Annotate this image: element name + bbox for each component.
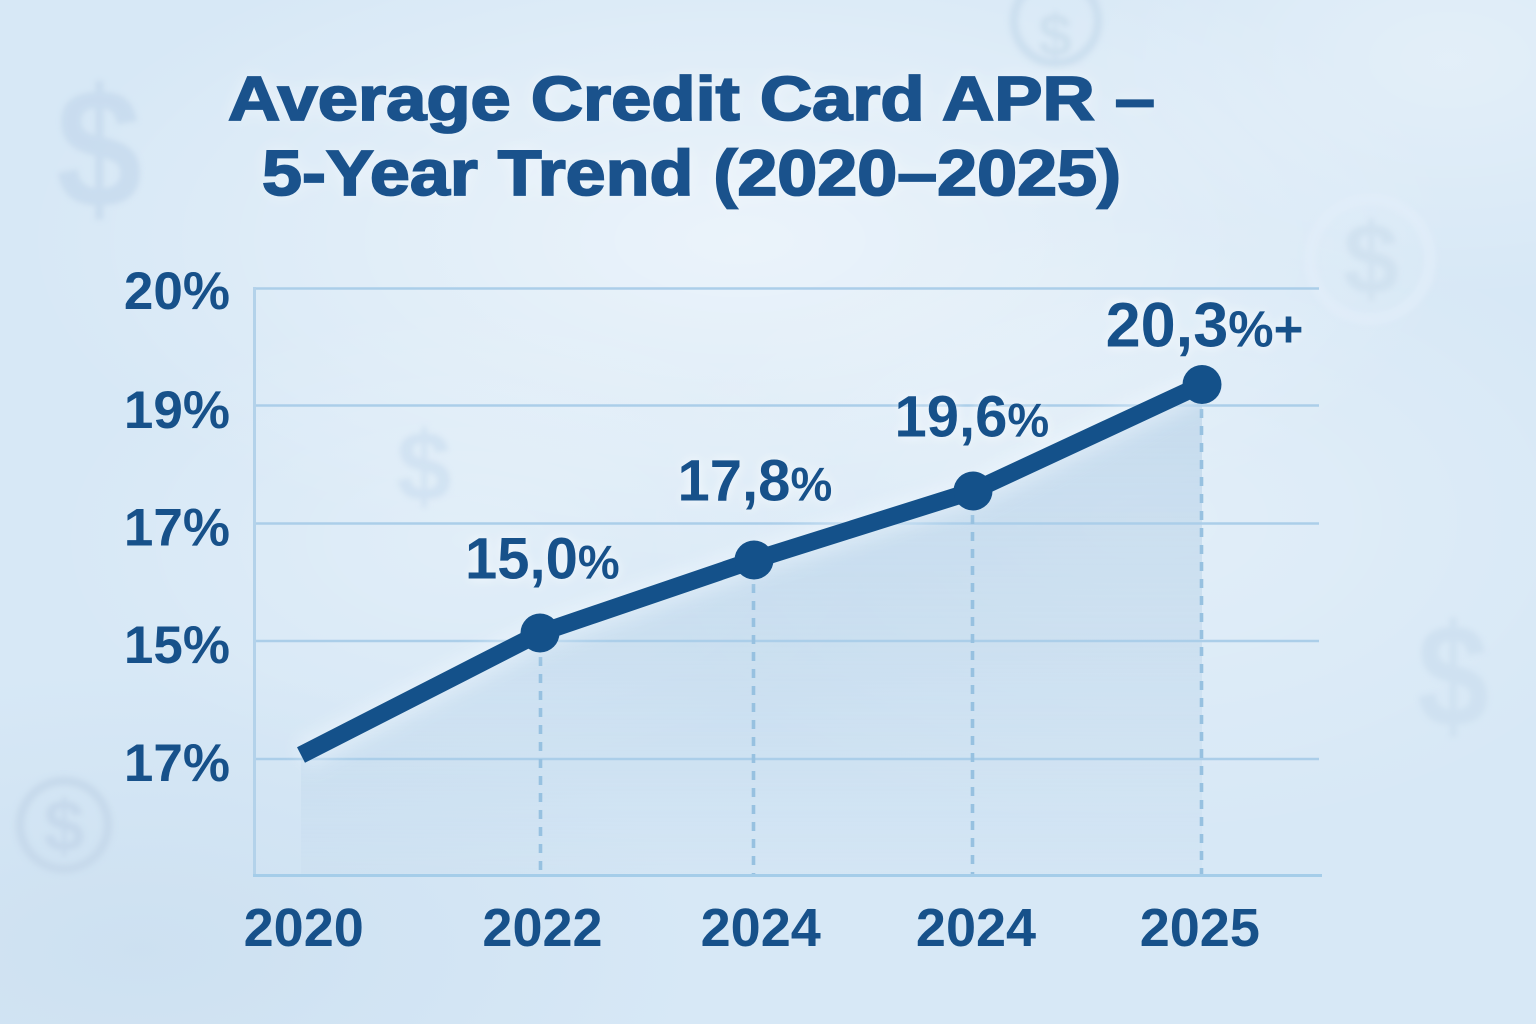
- svg-text:$: $: [1038, 2, 1071, 69]
- svg-text:5-Year Trend (2020–2025): 5-Year Trend (2020–2025): [262, 137, 1121, 209]
- svg-text:19,6%: 19,6%: [894, 385, 1049, 450]
- svg-text:20,3%+: 20,3%+: [1106, 290, 1304, 360]
- svg-text:2020: 2020: [244, 898, 364, 958]
- svg-text:20%: 20%: [124, 262, 230, 321]
- svg-text:Average Credit Card APR –: Average Credit Card APR –: [228, 65, 1155, 134]
- svg-text:$: $: [56, 54, 142, 243]
- svg-text:Average Credit Card APR –: Average Credit Card APR –: [228, 65, 1155, 134]
- svg-text:17,8%: 17,8%: [678, 448, 833, 513]
- svg-text:2024: 2024: [701, 898, 821, 958]
- svg-text:20,3%+: 20,3%+: [1106, 290, 1304, 360]
- svg-text:$: $: [397, 411, 452, 521]
- svg-text:$: $: [1417, 595, 1488, 757]
- svg-text:17%: 17%: [124, 734, 230, 793]
- svg-text:19,6%: 19,6%: [894, 385, 1049, 450]
- svg-text:15,0%: 15,0%: [465, 526, 620, 591]
- svg-text:$: $: [44, 786, 85, 867]
- svg-text:15,0%: 15,0%: [465, 526, 620, 591]
- svg-text:17,8%: 17,8%: [678, 448, 833, 513]
- svg-text:2022: 2022: [482, 898, 602, 958]
- svg-text:15%: 15%: [124, 616, 230, 675]
- svg-text:19%: 19%: [124, 381, 230, 440]
- svg-text:2024: 2024: [916, 898, 1036, 958]
- svg-text:5-Year Trend (2020–2025): 5-Year Trend (2020–2025): [262, 137, 1121, 209]
- svg-text:2025: 2025: [1140, 898, 1260, 958]
- svg-text:$: $: [1343, 203, 1399, 315]
- svg-text:17%: 17%: [124, 499, 230, 558]
